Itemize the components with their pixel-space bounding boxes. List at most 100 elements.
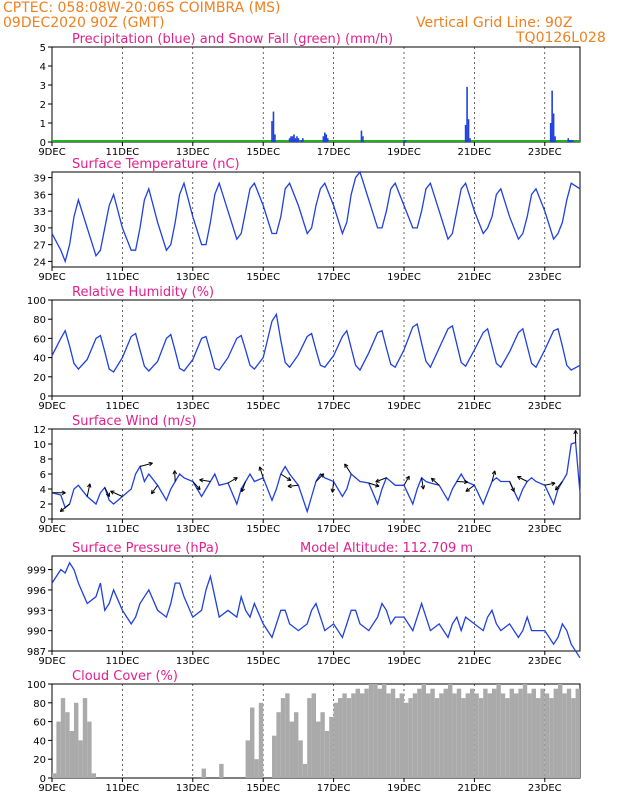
cloud-bar xyxy=(500,693,506,778)
rh-ytick-label: 20 xyxy=(33,373,46,384)
precip-bar xyxy=(360,130,363,142)
precip-ytick-label: 1 xyxy=(40,119,46,130)
wind-arrow xyxy=(491,470,496,482)
temp-ytick-label: 36 xyxy=(33,190,46,201)
wind-arrow-head xyxy=(463,479,469,485)
wind-arrow-head xyxy=(375,483,380,488)
wind-arrow-head xyxy=(510,487,515,492)
cloud-xtick-label: 9DEC xyxy=(38,783,65,794)
cloud-bar xyxy=(478,698,484,778)
wind-arrow xyxy=(465,484,475,492)
precip-xtick-label: 9DEC xyxy=(38,147,65,158)
wind-arrow-head xyxy=(286,476,292,482)
temp-ytick-label: 27 xyxy=(33,241,46,252)
cloud-ytick-label: 60 xyxy=(33,718,46,729)
cloud-bar xyxy=(364,688,369,778)
cloud-bar xyxy=(360,693,365,778)
station-title: CPTEC: 058:08W-20:06S COIMBRA (MS) xyxy=(3,0,281,16)
rh-ytick-label: 80 xyxy=(33,315,46,326)
cloud-bar xyxy=(496,684,501,778)
cloud-xtick-label: 17DEC xyxy=(317,783,351,794)
wind-ytick-label: 8 xyxy=(40,455,46,466)
cloud-bar xyxy=(558,684,563,778)
cloud-bar xyxy=(575,688,580,778)
cloud-bar xyxy=(408,698,413,778)
wind-arrow xyxy=(59,503,70,512)
wind-arrow-head xyxy=(172,470,178,475)
cloud-bar xyxy=(417,688,422,778)
cloud-bar xyxy=(434,698,440,778)
rh-xtick-label: 19DEC xyxy=(387,401,421,412)
wind-arrow xyxy=(174,470,176,482)
wind-arrow-head xyxy=(420,485,426,490)
cloud-bar xyxy=(324,731,330,778)
wind-ytick-label: 6 xyxy=(40,470,46,481)
rh-title: Relative Humidity (%) xyxy=(72,285,214,300)
wind-arrow-head xyxy=(59,507,65,513)
cloud-xtick-label: 13DEC xyxy=(176,783,210,794)
wind-arrow-head xyxy=(150,489,156,495)
cloud-bar xyxy=(338,698,343,778)
pres-ytick-label: 996 xyxy=(27,586,46,597)
wind-arrow-head xyxy=(465,487,470,492)
temp-xtick-label: 9DEC xyxy=(38,272,65,283)
rh-xtick-label: 21DEC xyxy=(458,401,492,412)
cloud-bar xyxy=(461,698,466,778)
cloud-bar xyxy=(333,702,338,778)
cloud-ytick-label: 40 xyxy=(33,736,46,747)
rh-xtick-label: 23DEC xyxy=(528,401,562,412)
wind-arrow xyxy=(104,487,110,497)
product-code: TQ0126L028 xyxy=(516,30,606,46)
wind-arrow-head xyxy=(516,476,522,481)
pres-xtick-label: 19DEC xyxy=(387,656,421,667)
rh-ytick-label: 60 xyxy=(33,334,46,345)
precip-ytick-label: 0 xyxy=(40,138,46,149)
wind-xtick-label: 9DEC xyxy=(38,524,65,535)
wind-xtick-label: 15DEC xyxy=(246,524,280,535)
wind-series-line xyxy=(51,441,581,514)
precip-xtick-label: 23DEC xyxy=(528,147,562,158)
precip-bar xyxy=(290,136,292,142)
cloud-bar xyxy=(404,702,409,778)
cloud-bar xyxy=(351,693,356,778)
cloud-bar xyxy=(285,693,290,778)
precip-xtick-label: 13DEC xyxy=(176,147,210,158)
cloud-bar xyxy=(311,693,316,778)
wind-arrow xyxy=(151,484,159,495)
cloud-bar xyxy=(294,712,299,778)
pres-xtick-label: 13DEC xyxy=(176,656,210,667)
cloud-bar xyxy=(439,693,444,778)
cloud-bar xyxy=(373,684,378,778)
precip-xtick-label: 17DEC xyxy=(317,147,351,158)
cloud-bar xyxy=(65,712,70,778)
cloud-xtick-label: 11DEC xyxy=(106,783,140,794)
precip-bar xyxy=(324,132,326,142)
wind-arrow-head xyxy=(233,477,238,482)
pres-xtick-label: 23DEC xyxy=(528,656,562,667)
rh-xtick-label: 13DEC xyxy=(176,401,210,412)
rh-xtick-label: 17DEC xyxy=(317,401,351,412)
cloud-ytick-label: 0 xyxy=(40,774,46,785)
cloud-ytick-label: 20 xyxy=(33,755,46,766)
cloud-bar xyxy=(377,688,382,778)
rh-xtick-label: 9DEC xyxy=(38,401,65,412)
wind-arrow-head xyxy=(105,492,110,497)
cloud-bar xyxy=(74,702,79,778)
wind-arrow-head xyxy=(240,487,245,493)
cloud-bar xyxy=(298,740,303,778)
precip-bar xyxy=(322,136,325,142)
pres-frame xyxy=(51,555,581,652)
precip-ytick-label: 3 xyxy=(40,81,46,92)
wind-xtick-label: 19DEC xyxy=(387,524,421,535)
wind-arrow-head xyxy=(148,461,153,467)
cloud-bar xyxy=(382,684,387,778)
cloud-bar xyxy=(566,688,572,778)
precip-bar xyxy=(325,134,328,142)
cloud-bar xyxy=(368,684,374,778)
precip-ytick-label: 5 xyxy=(40,43,46,54)
precip-bar xyxy=(271,121,273,142)
wind-arrow-head xyxy=(430,477,436,483)
cloud-bar xyxy=(316,721,321,778)
pres-xtick-label: 21DEC xyxy=(458,656,492,667)
precip-bar xyxy=(297,138,300,142)
